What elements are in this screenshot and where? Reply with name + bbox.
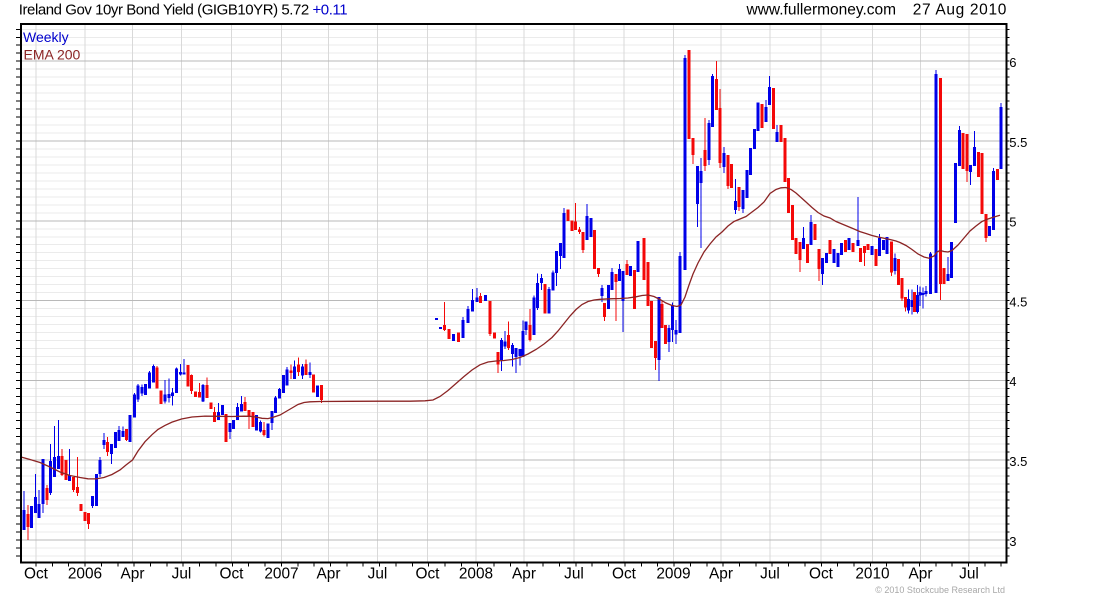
svg-text:Apr: Apr xyxy=(709,566,733,583)
svg-text:Ireland Gov 10yr Bond Yield (G: Ireland Gov 10yr Bond Yield (GIGB10YR) 5… xyxy=(19,1,347,18)
svg-text:Oct: Oct xyxy=(809,566,834,583)
svg-text:Jul: Jul xyxy=(959,566,979,583)
svg-text:3: 3 xyxy=(1009,534,1016,549)
svg-text:2010: 2010 xyxy=(855,566,889,583)
svg-text:2009: 2009 xyxy=(656,566,690,583)
svg-text:2008: 2008 xyxy=(459,566,493,583)
svg-text:4.5: 4.5 xyxy=(1009,294,1027,309)
svg-text:3.5: 3.5 xyxy=(1009,454,1027,469)
svg-text:Jul: Jul xyxy=(564,566,584,583)
svg-text:Weekly: Weekly xyxy=(23,29,69,45)
svg-text:5: 5 xyxy=(1009,215,1016,230)
svg-text:6: 6 xyxy=(1009,55,1016,70)
svg-text:Jul: Jul xyxy=(760,566,780,583)
svg-text:2006: 2006 xyxy=(68,566,102,583)
svg-text:Oct: Oct xyxy=(24,566,49,583)
svg-text:5.5: 5.5 xyxy=(1009,135,1027,150)
svg-text:© 2010 Stockcube Research Ltd: © 2010 Stockcube Research Ltd xyxy=(875,585,1005,595)
svg-text:Apr: Apr xyxy=(512,566,536,583)
svg-text:Jul: Jul xyxy=(368,566,388,583)
svg-text:Oct: Oct xyxy=(220,566,245,583)
svg-text:Apr: Apr xyxy=(317,566,341,583)
svg-text:www.fullermoney.com: www.fullermoney.com xyxy=(746,1,897,18)
svg-text:Jul: Jul xyxy=(172,566,192,583)
svg-text:2007: 2007 xyxy=(264,566,298,583)
svg-text:27 Aug 2010: 27 Aug 2010 xyxy=(913,1,1007,18)
svg-text:4: 4 xyxy=(1009,374,1016,389)
svg-text:Oct: Oct xyxy=(612,566,637,583)
svg-text:Apr: Apr xyxy=(121,566,145,583)
svg-text:Apr: Apr xyxy=(909,566,933,583)
svg-text:EMA 200: EMA 200 xyxy=(24,47,81,63)
svg-text:Oct: Oct xyxy=(416,566,441,583)
